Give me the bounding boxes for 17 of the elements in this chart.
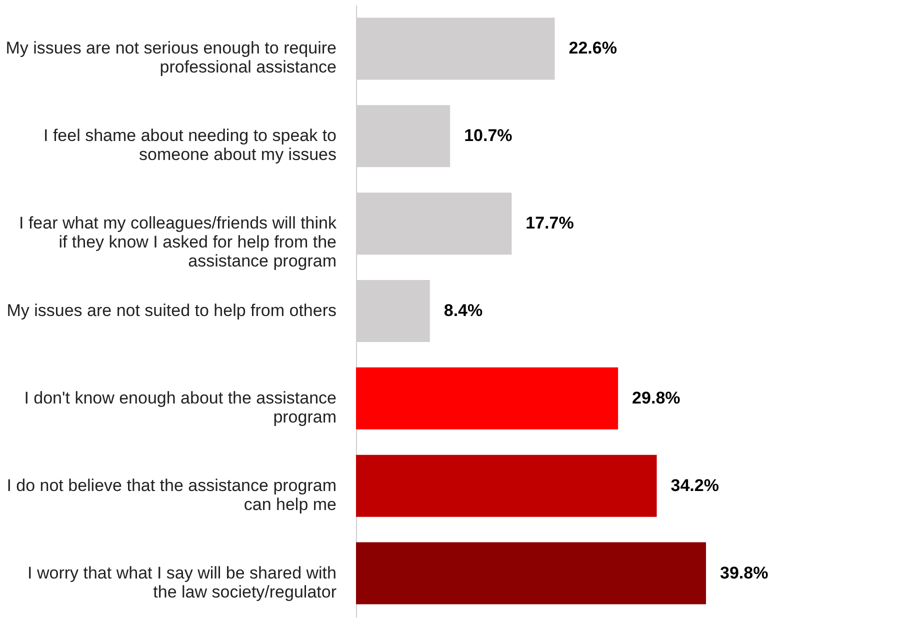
y-tick-label: I feel shame about needing to speak to someone about my issues [44,126,336,164]
y-tick-label: My issues are not suited to help from others [6,301,336,320]
bar [356,542,706,604]
y-tick-label: I do not believe that the assistance program can help me [6,476,336,514]
bar [356,454,657,517]
y-tick-label: I fear what my colleagues/friends will think if they know I asked for help from the assistance program [19,214,337,271]
bar [356,367,618,430]
data-label: 10.7% [464,126,512,146]
data-label: 22.6% [568,38,617,58]
y-tick-label: I worry that what I say will be shared with the law society/regulator [28,563,337,602]
data-label: 39.8% [720,563,768,582]
data-label: 34.2% [670,476,719,495]
data-label: 8.4% [444,301,483,320]
y-tick-label: I don't know enough about the assistance program [24,388,336,426]
data-label: 29.8% [632,388,680,408]
y-tick-label: My issues are not serious enough to require professional assistance [6,38,336,77]
data-label: 17.7% [526,214,574,233]
